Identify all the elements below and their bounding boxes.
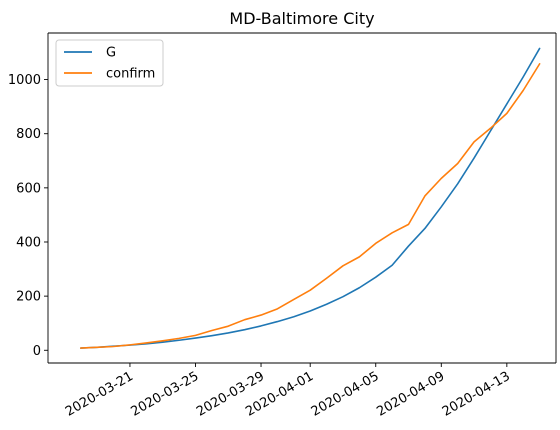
y-tick-label: 800 — [16, 127, 41, 142]
legend-label: confirm — [106, 67, 155, 82]
chart-title: MD-Baltimore City — [229, 9, 374, 28]
y-tick-label: 1000 — [8, 73, 41, 88]
x-tick-label: 2020-04-05 — [309, 369, 382, 420]
x-tick-label: 2020-04-09 — [374, 369, 447, 420]
legend-label: G — [106, 46, 116, 61]
y-tick-label: 400 — [16, 235, 41, 250]
x-tick-label: 2020-04-13 — [440, 369, 513, 420]
x-tick-label: 2020-03-25 — [129, 369, 202, 420]
y-tick-label: 600 — [16, 181, 41, 196]
y-tick-label: 0 — [33, 344, 41, 359]
x-tick-label: 2020-03-21 — [63, 369, 136, 420]
y-tick-label: 200 — [16, 290, 41, 305]
